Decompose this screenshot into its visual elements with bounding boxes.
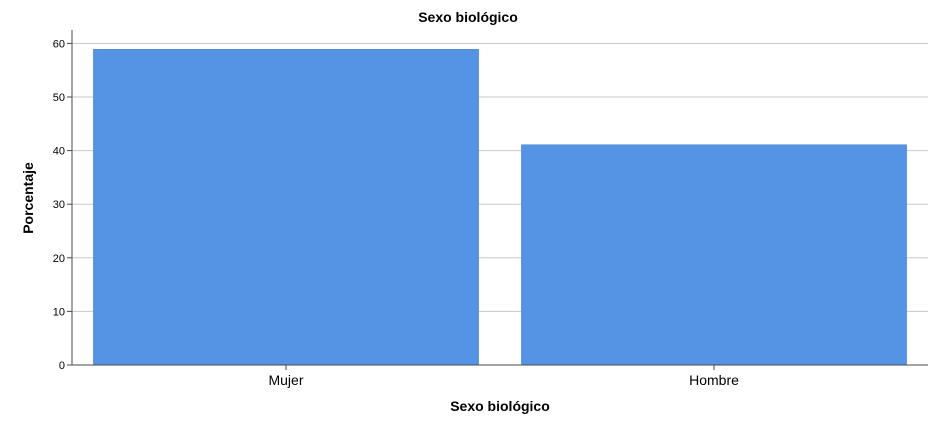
y-tick-label-10: 10: [53, 306, 65, 318]
bar-hombre: [521, 144, 907, 366]
x-tick-label-hombre: Hombre: [689, 372, 739, 388]
y-axis-label: Porcentaje: [20, 162, 36, 234]
y-tick-label-20: 20: [53, 253, 65, 265]
x-tick-labels: Mujer Hombre: [268, 365, 739, 388]
y-tick-labels: 0 10 20 30 40 50 60: [53, 38, 72, 372]
y-tick-label-40: 40: [53, 146, 65, 158]
chart-title: Sexo biológico: [418, 9, 518, 25]
y-tick-label-60: 60: [53, 38, 65, 50]
bar-mujer: [93, 49, 479, 366]
y-tick-label-0: 0: [59, 360, 65, 372]
x-axis-label: Sexo biológico: [450, 398, 550, 414]
y-tick-label-50: 50: [53, 92, 65, 104]
x-tick-label-mujer: Mujer: [268, 372, 303, 388]
bars: [93, 49, 907, 366]
y-tick-label-30: 30: [53, 199, 65, 211]
